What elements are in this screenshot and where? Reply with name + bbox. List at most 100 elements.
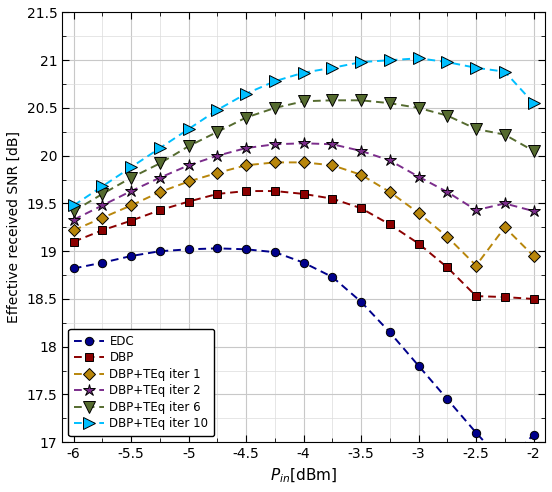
DBP+TEq iter 10 xyxy=(530,100,537,106)
DBP xyxy=(243,188,250,194)
DBP+TEq iter 6 xyxy=(415,105,422,111)
DBP+TEq iter 2 xyxy=(157,175,163,181)
DBP+TEq iter 6 xyxy=(502,132,508,138)
DBP xyxy=(473,293,479,299)
DBP+TEq iter 2 xyxy=(530,208,537,214)
Legend: EDC, DBP, DBP+TEq iter 1, DBP+TEq iter 2, DBP+TEq iter 6, DBP+TEq iter 10: EDC, DBP, DBP+TEq iter 1, DBP+TEq iter 2… xyxy=(68,329,214,436)
DBP+TEq iter 1 xyxy=(214,170,221,176)
EDC xyxy=(214,246,221,251)
DBP+TEq iter 1 xyxy=(386,189,393,195)
DBP xyxy=(214,191,221,197)
EDC xyxy=(386,330,393,336)
EDC xyxy=(300,260,307,266)
DBP+TEq iter 1 xyxy=(71,227,77,233)
DBP+TEq iter 2 xyxy=(214,153,221,158)
Line: DBP+TEq iter 1: DBP+TEq iter 1 xyxy=(70,158,538,270)
DBP xyxy=(444,265,450,271)
DBP xyxy=(358,205,364,211)
DBP+TEq iter 1 xyxy=(272,159,278,165)
DBP+TEq iter 10 xyxy=(358,59,364,65)
DBP+TEq iter 2 xyxy=(502,201,508,207)
DBP+TEq iter 10 xyxy=(329,65,336,71)
DBP xyxy=(99,227,106,233)
EDC xyxy=(415,363,422,369)
DBP xyxy=(185,199,192,205)
DBP+TEq iter 2 xyxy=(71,217,77,223)
EDC xyxy=(358,299,364,305)
DBP xyxy=(272,188,278,194)
DBP+TEq iter 6 xyxy=(214,129,221,135)
DBP+TEq iter 2 xyxy=(99,202,106,208)
EDC xyxy=(502,461,508,467)
DBP+TEq iter 1 xyxy=(185,179,192,184)
DBP+TEq iter 1 xyxy=(128,202,135,208)
DBP+TEq iter 1 xyxy=(473,263,479,269)
X-axis label: $P_{in}$[dBm]: $P_{in}$[dBm] xyxy=(270,466,337,485)
DBP+TEq iter 10 xyxy=(415,55,422,61)
DBP+TEq iter 10 xyxy=(243,91,250,96)
DBP xyxy=(415,241,422,246)
DBP+TEq iter 2 xyxy=(473,207,479,213)
DBP xyxy=(157,207,163,213)
DBP+TEq iter 10 xyxy=(71,202,77,208)
EDC xyxy=(99,260,106,266)
DBP+TEq iter 1 xyxy=(358,172,364,178)
DBP+TEq iter 1 xyxy=(300,159,307,165)
DBP+TEq iter 1 xyxy=(243,162,250,168)
DBP+TEq iter 10 xyxy=(386,57,393,63)
DBP+TEq iter 1 xyxy=(502,224,508,230)
DBP+TEq iter 6 xyxy=(444,113,450,119)
DBP+TEq iter 6 xyxy=(157,160,163,166)
DBP+TEq iter 2 xyxy=(415,174,422,180)
DBP+TEq iter 2 xyxy=(272,141,278,147)
DBP+TEq iter 10 xyxy=(99,184,106,189)
Line: DBP+TEq iter 10: DBP+TEq iter 10 xyxy=(68,53,539,211)
DBP+TEq iter 6 xyxy=(530,148,537,154)
DBP+TEq iter 6 xyxy=(329,97,336,103)
DBP+TEq iter 10 xyxy=(214,107,221,113)
DBP+TEq iter 6 xyxy=(128,175,135,181)
DBP+TEq iter 1 xyxy=(530,253,537,259)
DBP xyxy=(71,239,77,245)
DBP+TEq iter 1 xyxy=(157,189,163,195)
DBP+TEq iter 10 xyxy=(185,126,192,132)
DBP+TEq iter 2 xyxy=(358,148,364,154)
DBP+TEq iter 6 xyxy=(473,126,479,132)
DBP+TEq iter 10 xyxy=(300,70,307,76)
DBP xyxy=(502,294,508,300)
EDC xyxy=(473,430,479,435)
DBP+TEq iter 10 xyxy=(473,65,479,71)
DBP xyxy=(300,191,307,197)
EDC xyxy=(71,266,77,272)
DBP+TEq iter 10 xyxy=(444,59,450,65)
EDC xyxy=(128,253,135,259)
DBP+TEq iter 10 xyxy=(502,69,508,75)
DBP+TEq iter 2 xyxy=(386,157,393,163)
DBP xyxy=(128,217,135,223)
DBP+TEq iter 10 xyxy=(128,164,135,170)
DBP+TEq iter 6 xyxy=(300,98,307,104)
EDC xyxy=(272,249,278,255)
EDC xyxy=(530,431,537,437)
DBP+TEq iter 6 xyxy=(243,115,250,121)
DBP+TEq iter 6 xyxy=(185,143,192,149)
EDC xyxy=(185,246,192,252)
Line: EDC: EDC xyxy=(70,244,538,468)
DBP xyxy=(386,221,393,227)
DBP+TEq iter 2 xyxy=(300,140,307,146)
DBP+TEq iter 1 xyxy=(329,162,336,168)
DBP+TEq iter 1 xyxy=(444,234,450,240)
Line: DBP+TEq iter 2: DBP+TEq iter 2 xyxy=(67,137,540,226)
DBP+TEq iter 2 xyxy=(329,141,336,147)
DBP+TEq iter 1 xyxy=(99,215,106,221)
DBP+TEq iter 1 xyxy=(415,210,422,216)
DBP+TEq iter 6 xyxy=(386,100,393,106)
DBP+TEq iter 2 xyxy=(185,162,192,168)
EDC xyxy=(157,248,163,254)
EDC xyxy=(444,397,450,402)
DBP xyxy=(530,296,537,302)
DBP+TEq iter 6 xyxy=(71,208,77,214)
DBP+TEq iter 10 xyxy=(272,78,278,84)
DBP+TEq iter 10 xyxy=(157,145,163,151)
Y-axis label: Effective received SNR [dB]: Effective received SNR [dB] xyxy=(7,131,21,323)
